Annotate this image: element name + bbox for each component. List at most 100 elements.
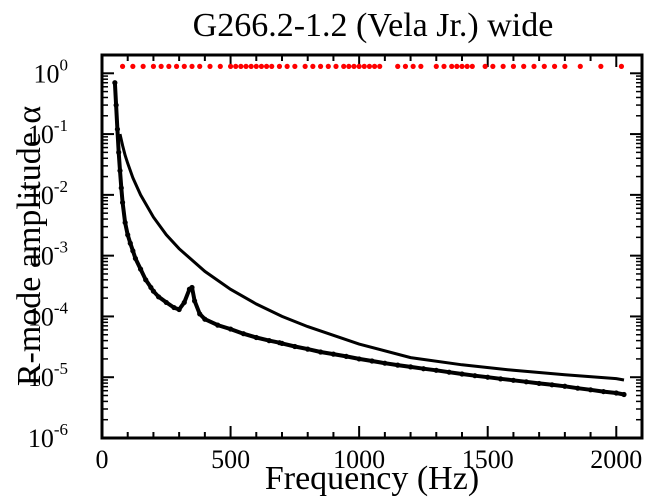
- upper-limit-point: [459, 371, 465, 377]
- vetoed-band-marker: [459, 63, 465, 69]
- vetoed-band-marker: [551, 63, 558, 69]
- vetoed-band-marker: [521, 63, 527, 69]
- vetoed-band-marker: [284, 63, 290, 69]
- vetoed-band-marker: [341, 63, 347, 69]
- upper-limit-point: [189, 284, 195, 291]
- upper-limit-point: [155, 294, 162, 300]
- vetoed-band-marker: [531, 63, 537, 69]
- upper-limit-point: [130, 248, 136, 254]
- upper-limit-point: [305, 346, 311, 352]
- vetoed-band-marker: [541, 63, 547, 69]
- upper-limit-point: [266, 338, 272, 344]
- x-axis: 0 500 1000 1500 2000: [96, 55, 643, 474]
- upper-limit-point: [150, 288, 157, 294]
- vetoed-band-marker: [243, 63, 249, 69]
- vetoed-band-marker: [166, 63, 172, 69]
- upper-limit-point: [407, 364, 414, 370]
- chart-title: G266.2-1.2 (Vela Jr.) wide: [193, 7, 554, 44]
- vetoed-band-marker: [377, 63, 383, 69]
- vetoed-band-marker: [276, 63, 283, 69]
- upper-limit-point: [215, 322, 221, 328]
- upper-limit-point: [122, 219, 128, 226]
- vetoed-band-marker: [173, 63, 180, 69]
- upper-limit-point: [395, 362, 401, 368]
- vetoed-band-marker: [317, 63, 324, 69]
- vetoed-band-marker: [482, 63, 488, 69]
- y-tick-label: 10-4: [28, 298, 69, 331]
- upper-limit-point: [118, 185, 124, 191]
- vetoed-band-marker: [346, 63, 352, 69]
- upper-limit-point: [125, 232, 131, 238]
- vetoed-band-marker: [469, 63, 475, 69]
- vetoed-band-marker: [325, 63, 331, 69]
- upper-limit-point: [600, 388, 607, 395]
- vetoed-band-marker: [410, 63, 416, 69]
- upper-limit-point: [116, 149, 122, 155]
- upper-limit-point: [191, 298, 198, 304]
- upper-limit-point: [197, 311, 203, 317]
- upper-limit-point: [112, 80, 118, 86]
- upper-limit-point: [330, 351, 337, 357]
- upper-limit-point: [292, 343, 298, 350]
- vetoed-band-marker: [238, 63, 244, 69]
- upper-limit-point: [127, 240, 133, 246]
- vetoed-band-marker: [356, 63, 362, 69]
- upper-limit-point: [510, 377, 517, 383]
- y-axis-label: R-mode amplitude α: [11, 106, 48, 387]
- upper-limit-point: [279, 340, 285, 347]
- plot-frame: [100, 53, 644, 440]
- x-tick-label: 2000: [590, 445, 642, 474]
- vetoed-band-marker: [253, 63, 259, 69]
- upper-limit-point: [143, 277, 149, 283]
- upper-limit-point: [562, 383, 568, 389]
- upper-limit-point: [523, 379, 529, 385]
- vetoed-band-marker: [618, 63, 625, 69]
- vetoed-band-marker: [217, 63, 223, 69]
- vetoed-band-marker: [395, 63, 401, 69]
- vetoed-band-marker: [402, 63, 409, 69]
- vetoed-band-marker: [119, 63, 126, 69]
- vetoed-band-marker: [130, 63, 136, 69]
- vetoed-band-marker: [269, 63, 275, 69]
- upper-limit-point: [171, 304, 177, 311]
- vetoed-band-marker: [418, 63, 424, 69]
- upper-limit-point: [549, 382, 555, 388]
- vetoed-band-marker: [227, 63, 234, 69]
- upper-limit-point: [117, 168, 123, 174]
- vetoed-band-marker: [333, 63, 339, 69]
- vetoed-band-marker: [371, 63, 378, 69]
- vetoed-band-marker: [598, 63, 604, 69]
- upper-limit-point: [119, 199, 126, 206]
- upper-limit-point: [240, 331, 247, 337]
- y-tick-label: 10-5: [28, 359, 68, 392]
- upper-limit-point: [343, 353, 349, 360]
- upper-limit-point: [113, 102, 119, 108]
- upper-limit-point: [587, 387, 594, 393]
- y-tick-label: 10-6: [28, 420, 68, 453]
- vetoed-band-marker: [263, 63, 270, 69]
- upper-limit-point: [181, 299, 187, 306]
- vetoed-band-marker: [464, 63, 470, 69]
- vetoed-band-marker: [150, 63, 157, 69]
- vetoed-band-marker: [441, 63, 447, 69]
- vetoed-band-marker: [500, 63, 506, 69]
- vetoed-band-marker: [577, 63, 583, 69]
- upper-limit-point: [253, 334, 259, 341]
- upper-limit-point: [202, 316, 208, 322]
- upper-limit-point: [176, 306, 182, 313]
- vetoed-band-marker: [310, 63, 316, 69]
- y-tick-label: 100: [34, 55, 69, 88]
- vetoed-band-marker: [454, 63, 460, 69]
- upper-limit-point: [382, 360, 388, 366]
- vetoed-band-marker: [351, 63, 357, 69]
- vetoed-band-marker: [292, 63, 298, 69]
- upper-limit-point: [433, 367, 439, 373]
- upper-limit-point: [137, 266, 144, 272]
- upper-limit-point: [369, 358, 375, 364]
- upper-limit-point: [536, 380, 542, 387]
- x-axis-label: Frequency (Hz): [265, 460, 479, 497]
- vetoed-band-marker: [158, 63, 164, 69]
- upper-limit-point: [420, 366, 427, 372]
- upper-limit-point: [497, 376, 504, 382]
- vetoed-band-marker: [361, 63, 367, 69]
